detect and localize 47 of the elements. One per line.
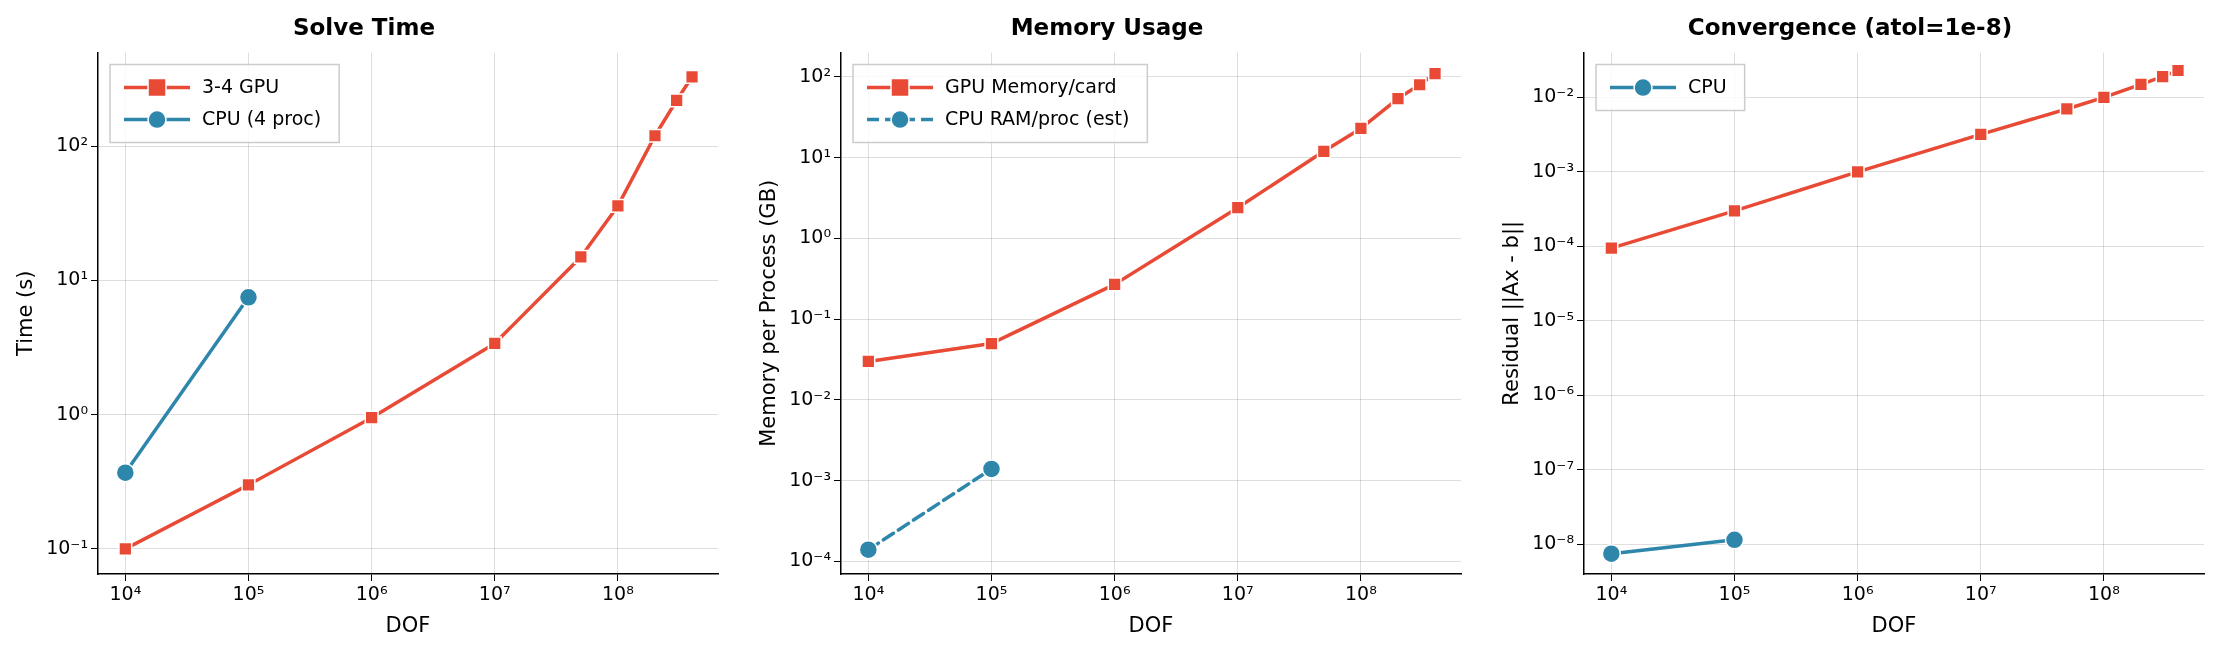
y-tick-label: 10⁻³ (1532, 158, 1575, 181)
y-tick-label: 10⁻³ (789, 467, 832, 490)
legend-label: GPU Memory/card (945, 74, 1117, 97)
x-tick-label: 10⁵ (1718, 582, 1751, 605)
y-tick-label: 10² (799, 63, 832, 86)
y-tick-label: 10⁻⁵ (1532, 307, 1575, 330)
x-axis-title: DOF (1871, 612, 1917, 637)
x-axis-title: DOF (1128, 612, 1174, 637)
legend-label: 3-4 GPU (202, 74, 280, 97)
y-tick-label: 10⁻⁶ (1532, 382, 1575, 405)
y-tick-label: 10⁻⁷ (1532, 456, 1575, 479)
x-tick-label: 10⁴ (852, 582, 885, 605)
x-tick-label: 10⁵ (232, 582, 265, 605)
legend-label: CPU (4 proc) (202, 106, 322, 129)
chart-title: Convergence (atol=1e-8) (1687, 13, 2013, 40)
x-tick-label: 10⁴ (109, 582, 142, 605)
y-axis-title: Time (s) (13, 270, 38, 357)
legend-label: CPU (1688, 74, 1727, 97)
x-tick-label: 10⁷ (478, 582, 511, 605)
chart-title: Memory Usage (1010, 13, 1204, 40)
x-tick-label: 10⁷ (1221, 582, 1254, 605)
x-tick-label: 10⁵ (975, 582, 1008, 605)
y-axis-title: Residual ||Ax - b|| (1499, 220, 1525, 406)
y-tick-label: 10⁻² (1532, 84, 1575, 107)
y-tick-label: 10⁻⁸ (1532, 531, 1575, 554)
y-tick-label: 10⁻⁴ (1532, 233, 1575, 256)
legend-label: CPU RAM/proc (est) (945, 106, 1130, 129)
x-tick-label: 10⁴ (1595, 582, 1628, 605)
chart-title: Solve Time (293, 13, 435, 40)
y-tick-label: 10⁰ (56, 401, 89, 424)
y-tick-label: 10⁻⁴ (789, 548, 832, 571)
x-tick-label: 10⁶ (355, 582, 388, 605)
x-tick-label: 10⁶ (1098, 582, 1131, 605)
x-tick-label: 10⁸ (1345, 582, 1377, 605)
y-tick-label: 10⁻¹ (789, 306, 832, 329)
x-tick-label: 10⁸ (2088, 582, 2120, 605)
y-tick-label: 10² (56, 133, 89, 156)
x-tick-label: 10⁸ (602, 582, 634, 605)
y-tick-label: 10⁰ (799, 225, 832, 248)
x-axis-title: DOF (385, 612, 431, 637)
y-tick-label: 10¹ (799, 144, 832, 167)
x-tick-label: 10⁷ (1964, 582, 1997, 605)
y-tick-label: 10⁻¹ (46, 535, 89, 558)
x-tick-label: 10⁶ (1841, 582, 1874, 605)
y-axis-title: Memory per Process (GB) (756, 179, 781, 447)
y-tick-label: 10⁻² (789, 386, 832, 409)
y-tick-label: 10¹ (56, 267, 89, 290)
